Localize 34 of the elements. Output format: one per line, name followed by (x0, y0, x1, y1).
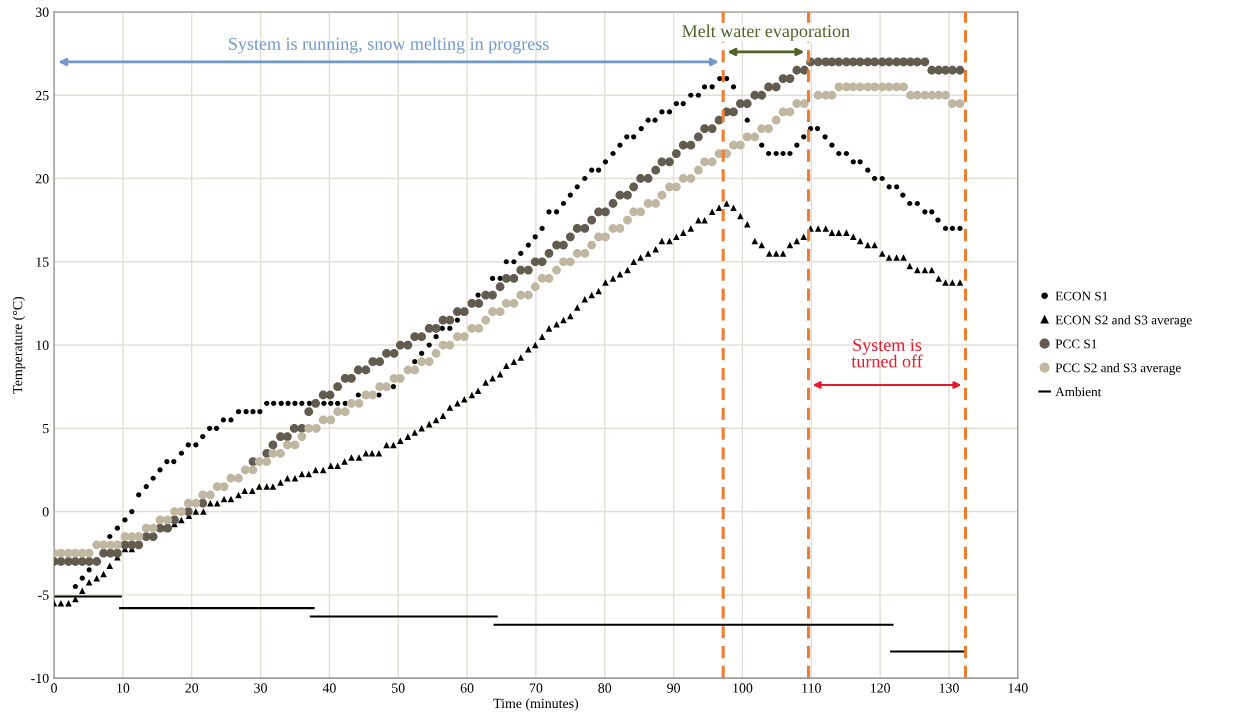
y-tick-label: -5 (38, 590, 49, 600)
x-tick-label: 140 (1008, 683, 1028, 693)
x-tick-label: 110 (802, 683, 821, 693)
y-tick-label: 0 (42, 507, 49, 517)
annotation: Melt water evaporation (682, 24, 850, 41)
x-tick-label: 130 (939, 683, 959, 693)
x-tick-label: 100 (733, 683, 753, 693)
y-tick-label: 20 (35, 174, 49, 184)
y-tick-label: 15 (36, 257, 49, 267)
x-tick-label: 80 (598, 683, 612, 693)
y-axis-title: Temperature (°C) (12, 296, 26, 394)
x-tick-label: 90 (667, 683, 681, 693)
legend-label: ECON S2 and S3 average (1055, 315, 1192, 328)
legend-label: PCC S1 (1055, 339, 1097, 349)
x-tick-label: 40 (322, 683, 336, 693)
x-axis-title: Time (minutes) (493, 698, 579, 711)
y-tick-label: 25 (35, 90, 49, 101)
y-tick-label: 30 (35, 7, 49, 17)
y-tick-label: -10 (31, 673, 49, 684)
annotation: System is turned off (851, 338, 923, 368)
legend-label: ECON S1 (1055, 291, 1108, 301)
y-tick-label: 5 (43, 424, 49, 434)
x-tick-label: 30 (254, 683, 267, 693)
x-tick-label: 50 (392, 683, 405, 693)
x-tick-label: 0 (51, 683, 57, 693)
y-tick-label: 10 (36, 340, 49, 350)
x-tick-label: 20 (185, 683, 199, 693)
annotation: System is running, snow melting in progress (229, 37, 549, 54)
legend-label: PCC S2 and S3 average (1055, 363, 1181, 376)
x-tick-label: 70 (529, 683, 543, 693)
x-tick-label: 120 (870, 683, 891, 693)
x-tick-label: 60 (460, 683, 474, 693)
x-tick-label: 10 (117, 683, 130, 693)
legend-label: Ambient (1055, 386, 1102, 397)
